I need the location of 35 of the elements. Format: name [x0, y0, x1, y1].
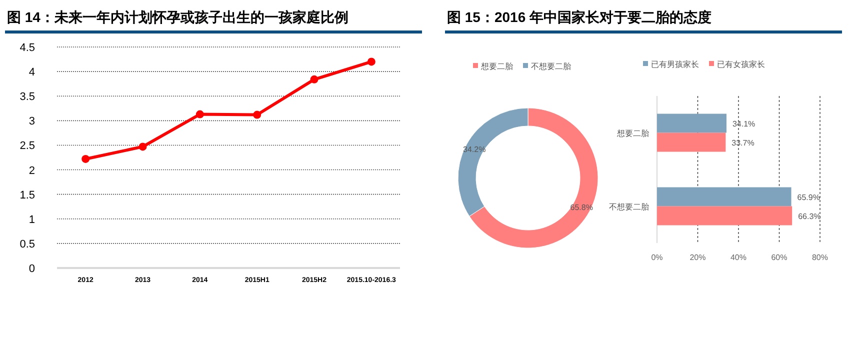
bar — [657, 114, 726, 133]
y-tick-label: 2 — [28, 164, 35, 177]
legend-label: 不想要二胎 — [531, 62, 571, 71]
y-tick-label: 1.5 — [20, 189, 35, 202]
x-tick-label: 40% — [730, 253, 747, 262]
x-tick-label: 0% — [651, 253, 663, 262]
data-label: 65.9% — [797, 192, 820, 202]
point — [310, 75, 318, 84]
bar — [657, 206, 792, 226]
point — [253, 110, 262, 119]
y-tick-label: 4.5 — [20, 42, 35, 54]
x-tick-label: 80% — [812, 253, 828, 262]
legend-label: 想要二胎 — [480, 62, 513, 71]
point — [196, 110, 204, 118]
y-tick-label: 4 — [28, 66, 35, 79]
data-label: 33.7% — [732, 138, 754, 148]
bar — [657, 187, 792, 206]
data-label: 66.3% — [798, 212, 821, 221]
bar — [657, 132, 726, 152]
y-tick-label: 0.5 — [20, 238, 35, 250]
legend-label: 已有女孩家长 — [717, 60, 765, 69]
y-tick-label: 0 — [28, 263, 35, 275]
legend-label: 已有男孩家长 — [651, 60, 699, 69]
y-tick-label: 1 — [28, 214, 35, 226]
y-tick-label: 3 — [28, 116, 35, 128]
y-tick-label: 2.5 — [20, 140, 35, 152]
y-tick-label: 3.5 — [20, 91, 35, 104]
point — [138, 142, 147, 151]
x-tick-label: 60% — [771, 253, 788, 262]
data-label: 34.1% — [732, 119, 756, 128]
x-tick-label: 20% — [690, 253, 706, 262]
point — [82, 154, 90, 163]
chart-title: 图 14：未来一年内计划怀孕或孩子出生的一孩家庭比例 — [7, 9, 348, 25]
point — [367, 58, 376, 66]
chart-title: 图 15：2016 年中国家长对于要二胎的态度 — [447, 9, 712, 25]
